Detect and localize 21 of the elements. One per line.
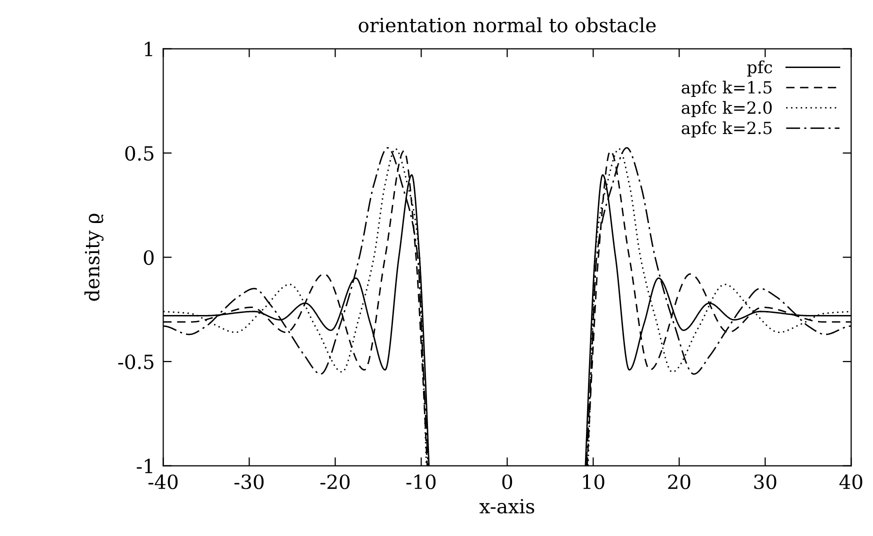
y-tick-label: 0.5: [125, 146, 154, 161]
x-tick-label: 20: [668, 474, 690, 490]
x-tick-label: 40: [839, 474, 862, 490]
legend-label: apfc k=1.5: [682, 80, 772, 97]
y-tick-label: -0.5: [118, 354, 154, 370]
y-tick-label: 0: [144, 250, 154, 265]
x-tick-label: -20: [320, 474, 350, 490]
y-tick-label: -1: [136, 458, 152, 474]
x-tick-label: -10: [406, 474, 436, 490]
chart-title: orientation normal to obstacle: [358, 17, 656, 32]
legend-label: apfc k=2.0: [682, 101, 772, 118]
legend-label: pfc: [747, 60, 772, 77]
x-tick-label: -40: [148, 474, 178, 490]
y-tick-label: 1: [144, 42, 152, 56]
x-tick-label: 0: [502, 474, 512, 490]
legend-label: apfc k=2.5: [682, 121, 772, 138]
x-tick-label: -30: [234, 474, 264, 490]
y-axis-title: density ϱ: [84, 214, 104, 301]
x-tick-label: 30: [754, 474, 776, 490]
x-tick-label: 10: [583, 474, 604, 490]
x-axis-title: x-axis: [479, 498, 534, 514]
